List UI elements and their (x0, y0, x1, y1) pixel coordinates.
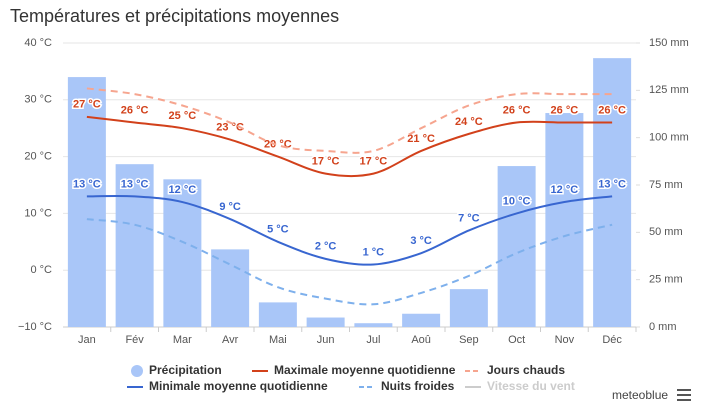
data-label: 27 °C (73, 99, 101, 111)
x-tick-label: Jan (78, 334, 96, 346)
legend-label: Minimale moyenne quotidienne (149, 379, 328, 393)
x-tick-label: Aoû (411, 334, 431, 346)
x-tick-label: Sep (459, 334, 479, 346)
y-tick-label: −10 °C (18, 321, 52, 333)
data-label: 13 °C (598, 178, 626, 190)
data-label: 26 °C (551, 104, 579, 116)
menu-bar[interactable] (677, 399, 691, 401)
data-label: 1 °C (363, 246, 385, 258)
precip-bar (449, 289, 488, 327)
data-label: 13 °C (73, 178, 101, 190)
chart-title: Températures et précipitations moyennes (10, 6, 339, 26)
data-label: 12 °C (169, 184, 197, 196)
data-label: 26 °C (121, 104, 149, 116)
data-label: 26 °C (598, 104, 626, 116)
y2-tick-label: 75 mm (649, 179, 683, 191)
data-label: 21 °C (407, 133, 435, 145)
data-label: 13 °C (121, 178, 149, 190)
legend-label: Jours chauds (487, 363, 565, 377)
y2-tick-label: 50 mm (649, 226, 683, 238)
data-label: 17 °C (360, 156, 388, 168)
x-tick-label: Fév (125, 334, 144, 346)
line (86, 218, 613, 306)
legend-label: Nuits froides (381, 379, 455, 393)
precip-bar (497, 166, 536, 327)
data-label: 25 °C (169, 110, 197, 122)
data-label: 24 °C (455, 116, 483, 128)
data-label: 3 °C (410, 235, 432, 247)
x-tick-label: Jun (317, 334, 335, 346)
y2-tick-label: 100 mm (649, 132, 689, 144)
data-label: 17 °C (312, 156, 340, 168)
x-tick-label: Mar (173, 334, 192, 346)
line (86, 115, 613, 178)
data-label: 26 °C (503, 104, 531, 116)
precip-bar (402, 313, 441, 327)
data-label: 23 °C (216, 121, 244, 133)
data-label: 20 °C (264, 139, 292, 151)
y-tick-label: 30 °C (24, 94, 52, 106)
line (86, 194, 613, 266)
x-tick-label: Déc (602, 334, 622, 346)
x-tick-label: Mai (269, 334, 287, 346)
precip-bar (593, 58, 632, 327)
data-label: 5 °C (267, 224, 289, 236)
x-tick-label: Jul (366, 334, 380, 346)
precip-bar (306, 317, 345, 327)
y2-tick-label: 0 mm (649, 321, 677, 333)
data-label: 12 °C (551, 184, 579, 196)
precip-bar (67, 77, 106, 327)
data-label: 10 °C (503, 195, 531, 207)
x-tick-label: Avr (222, 334, 239, 346)
precip-bar (163, 179, 202, 327)
precip-bar (258, 302, 297, 327)
y-tick-label: 20 °C (24, 151, 52, 163)
legend-label: Précipitation (149, 363, 222, 377)
data-label: 2 °C (315, 241, 337, 253)
y2-tick-label: 25 mm (649, 274, 683, 286)
x-tick-label: Nov (555, 334, 575, 346)
menu-bar[interactable] (677, 394, 691, 396)
y2-tick-label: 150 mm (649, 37, 689, 49)
menu-bar[interactable] (677, 389, 691, 391)
legend-label: Vitesse du vent (487, 379, 575, 393)
precip-bar (211, 249, 250, 327)
data-label: 7 °C (458, 212, 480, 224)
line (86, 87, 613, 154)
legend-marker (131, 365, 143, 377)
y-tick-label: 40 °C (24, 37, 52, 49)
x-tick-label: Oct (508, 334, 525, 346)
data-label: 9 °C (219, 201, 241, 213)
credit: meteoblue (612, 388, 668, 402)
precip-bar (545, 113, 584, 327)
menu-icon[interactable] (677, 389, 691, 401)
precip-bar (354, 323, 393, 327)
legend-label: Maximale moyenne quotidienne (274, 363, 456, 377)
y-tick-label: 10 °C (24, 207, 52, 219)
y2-tick-label: 125 mm (649, 84, 689, 96)
y-tick-label: 0 °C (30, 264, 52, 276)
precip-bar (115, 164, 154, 327)
